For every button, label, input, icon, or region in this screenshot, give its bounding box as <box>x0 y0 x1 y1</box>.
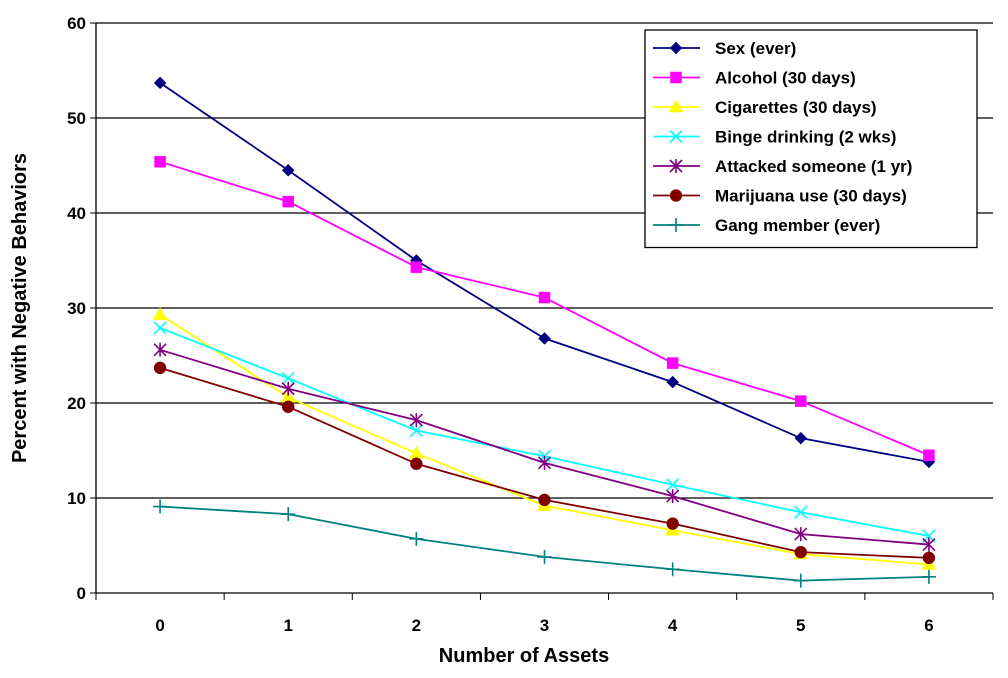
legend-entry-attacked-someone-1-yr: Attacked someone (1 yr) <box>653 157 912 176</box>
y-axis-title: Percent with Negative Behaviors <box>9 153 31 463</box>
data-point-alcohol-30-days <box>410 261 423 273</box>
x-tick-label: 6 <box>924 616 933 635</box>
data-point-binge-drinking-2-wks <box>794 505 808 519</box>
data-point-attacked-someone-1-yr <box>794 527 808 542</box>
data-point-gang-member-ever <box>921 569 936 584</box>
x-axis-title: Number of Assets <box>439 645 609 667</box>
data-point-cigarettes-30-days <box>408 445 424 459</box>
legend-entry-binge-drinking-2-wks: Binge drinking (2 wks) <box>653 128 896 147</box>
x-tick-label: 0 <box>155 616 164 635</box>
legend-label: Alcohol (30 days) <box>715 69 856 88</box>
series-attacked-someone-1-yr <box>153 342 936 552</box>
data-point-sex-ever <box>281 163 295 177</box>
data-point-sex-ever <box>794 431 808 445</box>
y-tick-label: 0 <box>77 584 86 603</box>
data-point-alcohol-30-days <box>795 395 807 407</box>
data-point-attacked-someone-1-yr <box>409 413 423 428</box>
legend-box <box>644 29 978 249</box>
data-point-attacked-someone-1-yr <box>153 342 167 357</box>
y-tick-label: 60 <box>67 14 86 33</box>
series-alcohol-30-days <box>154 155 935 461</box>
y-tick-label: 40 <box>67 204 86 223</box>
data-point-attacked-someone-1-yr <box>666 489 680 504</box>
data-point-binge-drinking-2-wks <box>153 321 167 335</box>
legend-entry-sex-ever: Sex (ever) <box>653 39 796 58</box>
legend-entry-gang-member-ever: Gang member (ever) <box>653 216 880 235</box>
legend-marker-alcohol-30-days <box>670 71 682 84</box>
data-point-sex-ever <box>153 76 167 90</box>
legend-label: Attacked someone (1 yr) <box>715 157 912 176</box>
legend-marker-sex-ever <box>669 41 683 55</box>
data-point-marijuana-use-30-days <box>281 400 295 414</box>
y-tick-label: 10 <box>67 489 86 508</box>
series-cigarettes-30-days <box>152 307 937 570</box>
legend: Sex (ever) Alcohol (30 days) Cigarettes (3… <box>644 29 978 249</box>
data-point-marijuana-use-30-days <box>922 551 936 565</box>
data-point-attacked-someone-1-yr <box>537 455 552 470</box>
legend-marker-cigarettes-30-days <box>668 99 684 113</box>
data-point-marijuana-use-30-days <box>153 361 167 375</box>
x-tick-label: 5 <box>796 616 805 635</box>
y-tick-label: 50 <box>67 109 86 128</box>
legend-label: Cigarettes (30 days) <box>715 98 877 117</box>
data-point-cigarettes-30-days <box>152 307 168 320</box>
data-point-gang-member-ever <box>665 562 680 577</box>
data-point-gang-member-ever <box>409 531 424 546</box>
legend-entry-alcohol-30-days: Alcohol (30 days) <box>653 69 856 88</box>
data-point-gang-member-ever <box>537 549 552 564</box>
data-point-marijuana-use-30-days <box>410 457 423 471</box>
data-point-attacked-someone-1-yr <box>281 381 295 396</box>
data-point-marijuana-use-30-days <box>666 517 679 530</box>
legend-label: Marijuana use (30 days) <box>715 187 907 206</box>
gridlines <box>96 22 993 499</box>
axes: 0 10 20 30 40 50 60 0 1 2 3 4 5 6 <box>67 14 994 635</box>
data-point-alcohol-30-days <box>282 195 294 208</box>
data-point-binge-drinking-2-wks <box>281 371 295 385</box>
y-tick-label: 30 <box>67 299 86 318</box>
data-point-marijuana-use-30-days <box>794 545 808 559</box>
data-point-alcohol-30-days <box>923 449 935 461</box>
data-point-binge-drinking-2-wks <box>666 478 680 492</box>
series-group <box>152 76 937 588</box>
series-marijuana-use-30-days <box>153 361 936 565</box>
data-point-gang-member-ever <box>793 573 808 588</box>
data-point-sex-ever <box>666 375 679 389</box>
series-sex-ever <box>153 76 936 469</box>
legend-label: Binge drinking (2 wks) <box>715 128 896 147</box>
series-gang-member-ever <box>153 499 936 588</box>
y-tick-label: 20 <box>67 394 86 413</box>
data-point-alcohol-30-days <box>538 291 551 304</box>
data-point-gang-member-ever <box>281 507 296 522</box>
series-line-cigarettes-30-days <box>159 313 930 566</box>
legend-marker-gang-member-ever <box>669 218 683 232</box>
data-point-alcohol-30-days <box>666 357 679 369</box>
legend-entry-marijuana-use-30-days: Marijuana use (30 days) <box>653 187 907 206</box>
legend-label: Sex (ever) <box>715 39 796 58</box>
x-tick-label: 4 <box>668 616 678 635</box>
x-tick-label: 1 <box>283 616 292 635</box>
legend-entry-cigarettes-30-days: Cigarettes (30 days) <box>653 98 877 117</box>
legend-label: Gang member (ever) <box>715 216 880 235</box>
data-point-binge-drinking-2-wks <box>409 423 423 438</box>
legend-marker-attacked-someone-1-yr <box>669 159 683 173</box>
data-point-alcohol-30-days <box>154 155 166 168</box>
data-point-sex-ever <box>538 332 551 345</box>
x-tick-label: 3 <box>540 616 549 635</box>
legend-marker-marijuana-use-30-days <box>669 189 683 202</box>
x-tick-label: 2 <box>412 616 421 635</box>
legend-marker-binge-drinking-2-wks <box>669 129 683 144</box>
data-point-marijuana-use-30-days <box>538 493 551 507</box>
data-point-gang-member-ever <box>153 499 168 514</box>
series-line-gang-member-ever <box>160 505 929 582</box>
data-point-attacked-someone-1-yr <box>922 537 936 552</box>
